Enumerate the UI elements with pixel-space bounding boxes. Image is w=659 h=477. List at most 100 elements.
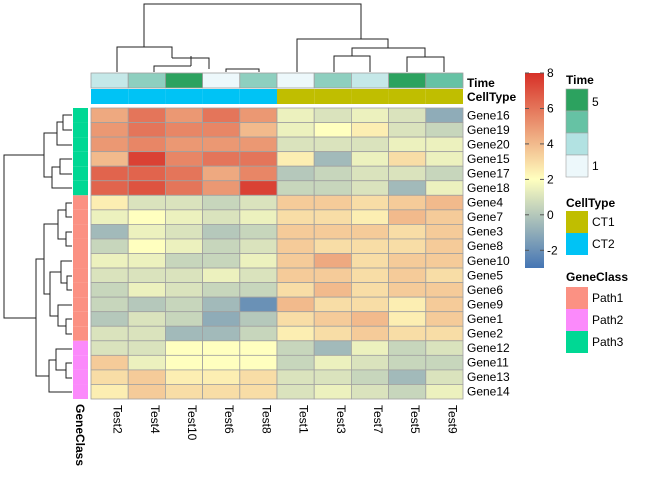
geneclass-annotation-cell [73, 195, 88, 210]
heatmap-cell [164, 340, 203, 356]
color-scale-ticks: -2 0 2 4 6 8 [525, 66, 558, 257]
heatmap-cell [276, 223, 315, 240]
col-dendro-branch [116, 46, 173, 72]
heatmap-cell [388, 209, 427, 225]
row-label: Gene17 [467, 166, 510, 180]
column-label: Test5 [408, 405, 422, 434]
heatmap-cell [313, 151, 352, 167]
heatmap-cells [90, 107, 464, 400]
heatmap-cell [276, 311, 315, 327]
heatmap-cell [313, 122, 352, 138]
heatmap-cell [202, 253, 241, 269]
time-annotation-cell [313, 72, 352, 89]
heatmap-cell [388, 136, 427, 153]
heatmap-cell [202, 296, 241, 313]
heatmap-cell [239, 223, 278, 240]
geneclass-annotation-title: GeneClass [73, 404, 87, 466]
heatmap-cell [164, 165, 203, 182]
heatmap-cell [202, 325, 241, 342]
time-legend-swatch [565, 132, 589, 156]
row-label: Gene4 [467, 196, 503, 210]
heatmap-cell [202, 180, 241, 196]
geneclass-annotation-cell [73, 282, 88, 298]
heatmap-cell [276, 282, 315, 298]
heatmap-cell [90, 194, 129, 211]
heatmap-cell [90, 369, 129, 385]
heatmap-cell [127, 136, 166, 153]
celltype-annotation-cell [165, 89, 203, 104]
heatmap-cell [90, 354, 129, 371]
row-label: Gene18 [467, 181, 510, 195]
heatmap-cell [350, 122, 389, 138]
geneclass-annotation-cell [73, 108, 88, 123]
geneclass-annotation-cell [73, 369, 88, 385]
geneclass-legend-title: GeneClass [566, 270, 628, 284]
heatmap-cell [425, 238, 464, 254]
heatmap-cell [90, 325, 129, 342]
heatmap-cell [425, 253, 464, 269]
heatmap-cell [350, 253, 389, 269]
heatmap-cell [164, 282, 203, 298]
heatmap-cell [276, 122, 315, 138]
row-dendro-branch [65, 362, 72, 379]
column-label: Test1 [297, 405, 311, 434]
heatmap-cell [388, 223, 427, 240]
geneclass-annotation-cell [73, 122, 88, 138]
heatmap-cell [239, 136, 278, 153]
heatmap-cell [313, 267, 352, 283]
heatmap-cell [239, 107, 278, 123]
heatmap-cell [127, 209, 166, 225]
celltype-legend-swatch [566, 211, 588, 233]
row-dendrogram [3, 114, 72, 393]
time-legend-swatch [565, 88, 589, 112]
heatmap-cell [90, 253, 129, 269]
row-dendro-branch [62, 114, 72, 131]
heatmap-cell [350, 194, 389, 211]
heatmap-cell [425, 340, 464, 356]
row-label: Gene12 [467, 341, 510, 355]
heatmap-cell [202, 369, 241, 385]
color-scale-tick-label: -2 [547, 243, 558, 257]
row-label: Gene20 [467, 137, 510, 151]
heatmap-cell [425, 180, 464, 196]
heatmap-cell [425, 282, 464, 298]
heatmap-cell [313, 223, 352, 240]
heatmap-cell [425, 223, 464, 240]
row-dendro-branch [65, 318, 72, 335]
color-scale-tick-label: 6 [547, 102, 554, 116]
time-annotation-cell [425, 72, 464, 89]
heatmap-cell [90, 340, 129, 356]
heatmap-cell [127, 238, 166, 254]
heatmap-cell [350, 311, 389, 327]
heatmap-cell [425, 296, 464, 313]
heatmap-cell [90, 107, 129, 123]
celltype-annotation-cell [91, 89, 129, 104]
time-annotation-cell [202, 72, 241, 89]
heatmap-cell [164, 107, 203, 123]
heatmap-cell [425, 369, 464, 385]
heatmap-cell [127, 223, 166, 240]
heatmap-cell [164, 194, 203, 211]
celltype-annotation-cell [128, 89, 166, 104]
color-scale-tick-label: 8 [547, 66, 554, 80]
heatmap-cell [90, 209, 129, 225]
heatmap-cell [127, 384, 166, 400]
heatmap-cell [388, 282, 427, 298]
geneclass-legend-swatch [566, 331, 588, 353]
row-label: Gene6 [467, 283, 503, 297]
heatmap-cell [425, 209, 464, 225]
geneclass-annotation-cell [73, 384, 88, 399]
heatmap-cell [164, 369, 203, 385]
heatmap-cell [90, 238, 129, 254]
heatmap-cell [388, 369, 427, 385]
heatmap-cell [164, 354, 203, 371]
heatmap-cell [202, 122, 241, 138]
color-scale-bar [525, 73, 544, 268]
row-dendro-branch [59, 158, 72, 175]
heatmap-cell [127, 151, 166, 167]
heatmap-cell [350, 267, 389, 283]
heatmap-cell [313, 325, 352, 342]
celltype-annotation-cell [277, 89, 315, 104]
heatmap-cell [350, 340, 389, 356]
heatmap-cell [276, 180, 315, 196]
